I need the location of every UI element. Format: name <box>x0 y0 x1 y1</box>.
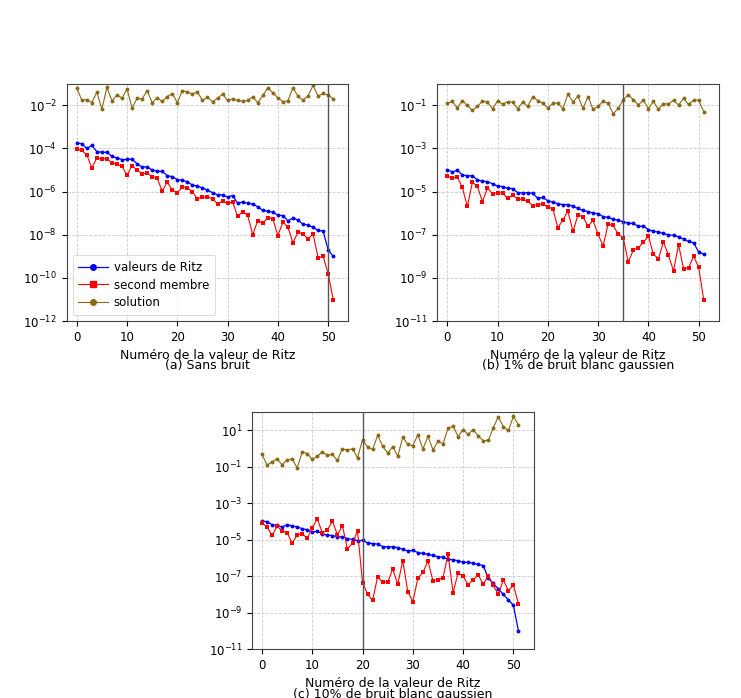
Text: (a) Sans bruit: (a) Sans bruit <box>165 359 250 373</box>
Legend: valeurs de Ritz, second membre, solution: valeurs de Ritz, second membre, solution <box>73 255 215 315</box>
Text: (b) 1% de bruit blanc gaussien: (b) 1% de bruit blanc gaussien <box>482 359 674 373</box>
X-axis label: Numéro de la valeur de Ritz: Numéro de la valeur de Ritz <box>305 678 480 690</box>
X-axis label: Numéro de la valeur de Ritz: Numéro de la valeur de Ritz <box>491 350 665 362</box>
X-axis label: Numéro de la valeur de Ritz: Numéro de la valeur de Ritz <box>120 350 295 362</box>
Text: (c) 10% de bruit blanc gaussien: (c) 10% de bruit blanc gaussien <box>293 688 493 698</box>
